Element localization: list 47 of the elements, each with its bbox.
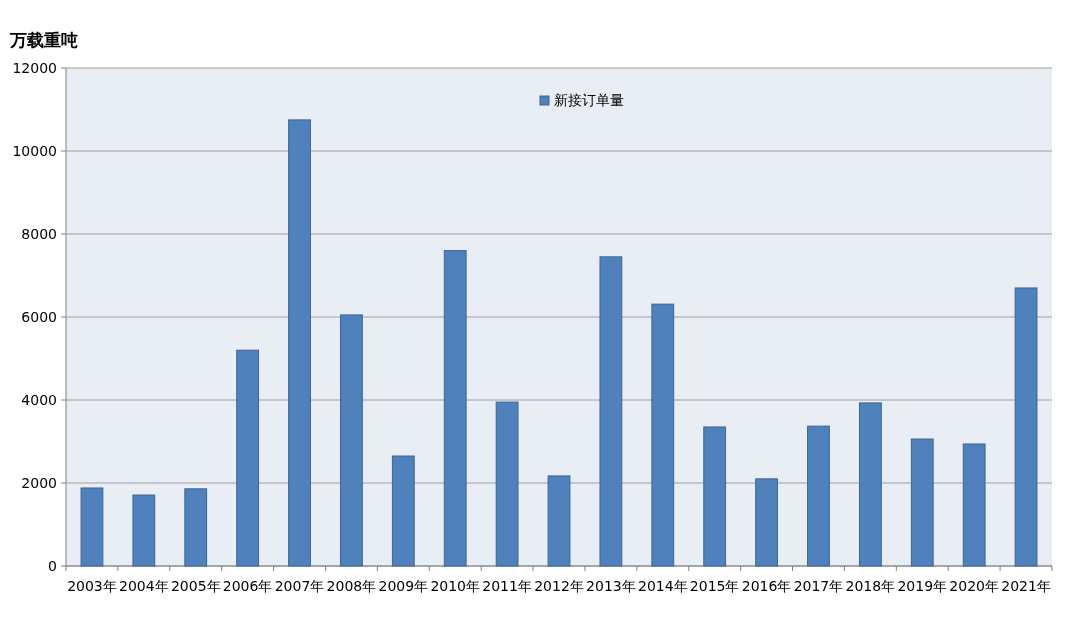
x-tick-label: 2018年: [845, 578, 896, 594]
bar: [443, 250, 467, 567]
bar: [807, 425, 830, 567]
y-tick-label: 2000: [21, 475, 57, 491]
x-tick-label: 2009年: [378, 578, 429, 594]
x-tick-label: 2007年: [274, 578, 325, 594]
bar: [547, 475, 571, 567]
bar: [184, 488, 208, 567]
y-tick-label: 12000: [12, 60, 57, 76]
x-tick-label: 2021年: [1001, 578, 1051, 594]
x-tick-label: 2011年: [482, 578, 532, 594]
bar: [858, 402, 882, 567]
y-tick-label: 6000: [21, 309, 57, 325]
x-tick-label: 2013年: [586, 578, 636, 594]
x-tick-label: 2004年: [119, 578, 169, 594]
bar: [599, 256, 623, 567]
bar: [340, 314, 363, 567]
bar: [651, 303, 675, 567]
x-tick-label: 2006年: [222, 578, 273, 594]
legend-label: 新接订单量: [554, 92, 624, 108]
bar: [132, 494, 156, 567]
bar: [755, 478, 778, 567]
x-tick-label: 2020年: [949, 578, 999, 594]
x-tick-label: 2017年: [793, 578, 844, 594]
x-tick-label: 2008年: [326, 578, 377, 594]
x-tick-label: 2005年: [170, 578, 221, 594]
bar: [495, 401, 519, 567]
bar: [236, 349, 260, 567]
y-tick-label: 0: [48, 558, 57, 574]
y-tick-label: 8000: [21, 226, 57, 242]
y-tick-label: 10000: [12, 143, 57, 159]
x-tick-label: 2016年: [741, 578, 792, 594]
x-tick-label: 2003年: [67, 578, 117, 594]
x-tick-label: 2014年: [637, 578, 688, 594]
x-tick-label: 2012年: [534, 578, 584, 594]
x-tick-label: 2015年: [689, 578, 740, 594]
y-tick-label: 4000: [21, 392, 57, 408]
bar: [1014, 287, 1038, 567]
x-tick-label: 2019年: [897, 578, 948, 594]
bar: [288, 119, 311, 567]
bar: [80, 487, 104, 567]
bar: [910, 438, 934, 567]
bar: [391, 455, 415, 567]
y-axis-title: 万载重吨: [9, 30, 78, 50]
bar: [703, 426, 727, 567]
x-tick-label: 2010年: [430, 578, 481, 594]
bar: [962, 443, 986, 567]
